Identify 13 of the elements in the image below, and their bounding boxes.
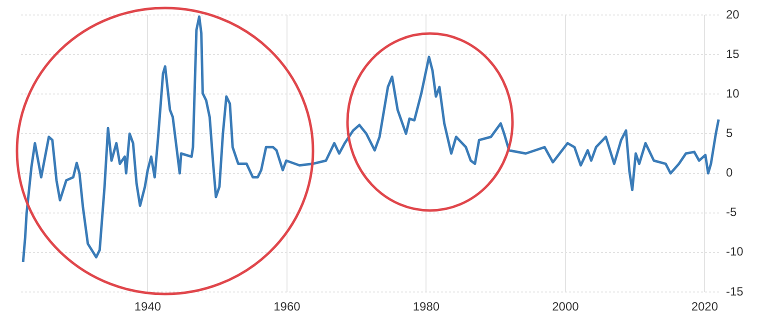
x-tick-label: 1940 bbox=[134, 300, 162, 314]
y-tick-label: 20 bbox=[726, 7, 740, 22]
y-tick-label: 15 bbox=[726, 46, 740, 61]
y-tick-label: -15 bbox=[726, 284, 744, 298]
y-tick-label: -5 bbox=[726, 205, 737, 220]
y-tick-label: 10 bbox=[726, 86, 740, 100]
y-tick-label: 5 bbox=[726, 126, 733, 140]
x-tick-label: 2000 bbox=[552, 300, 580, 314]
x-tick-label: 2020 bbox=[691, 300, 718, 314]
x-tick-label: 1960 bbox=[274, 300, 301, 314]
y-tick-label: 0 bbox=[726, 166, 733, 180]
x-tick-label: 1980 bbox=[412, 300, 440, 314]
y-tick-label: -10 bbox=[726, 244, 744, 259]
